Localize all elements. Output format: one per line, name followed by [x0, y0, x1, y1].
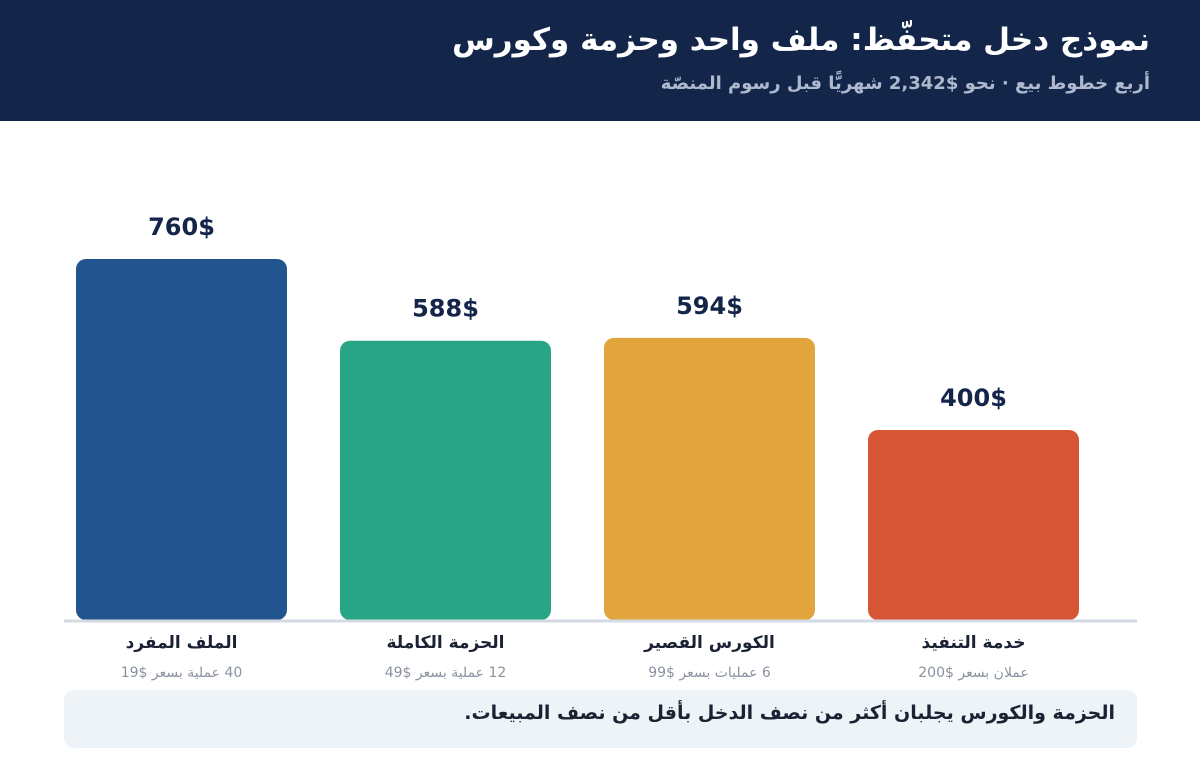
- category-label-3: الكورس القصير: [643, 633, 775, 653]
- value-label-2: 588$: [412, 295, 479, 323]
- chart-title: نموذج دخل متحفّظ: ملف واحد وحزمة وكورس: [451, 22, 1150, 58]
- value-label-4: 400$: [940, 384, 1007, 412]
- category-label-1: الملف المفرد: [126, 633, 238, 653]
- category-note-3: 6 عمليات بسعر $99: [648, 665, 771, 681]
- bar-3: [604, 337, 815, 620]
- chart-subtitle: أربع خطوط بيع · نحو $2,342 شهريًّا قبل ر…: [660, 73, 1150, 94]
- header-banner: نموذج دخل متحفّظ: ملف واحد وحزمة وكورس أ…: [0, 0, 1200, 121]
- value-label-1: 760$: [148, 213, 215, 241]
- category-note-4: عملان بسعر $200: [918, 665, 1029, 681]
- category-label-4: خدمة التنفيذ: [922, 633, 1026, 653]
- category-note-1: 40 عملية بسعر $19: [121, 665, 243, 681]
- bar-4: [868, 430, 1079, 620]
- bar-chart: 760$ الملف المفرد 40 عملية بسعر $19 588$ الح…: [64, 213, 1137, 681]
- category-label-2: الحزمة الكاملة: [386, 633, 504, 653]
- category-note-2: 12 عملية بسعر $49: [385, 665, 507, 681]
- insight-note: الحزمة والكورس يجلبان أكثر من نصف الدخل …: [64, 690, 1137, 748]
- bar-1: [76, 259, 287, 620]
- insight-note-text: الحزمة والكورس يجلبان أكثر من نصف الدخل …: [464, 702, 1115, 724]
- value-label-3: 594$: [676, 292, 743, 320]
- bar-2: [340, 340, 551, 620]
